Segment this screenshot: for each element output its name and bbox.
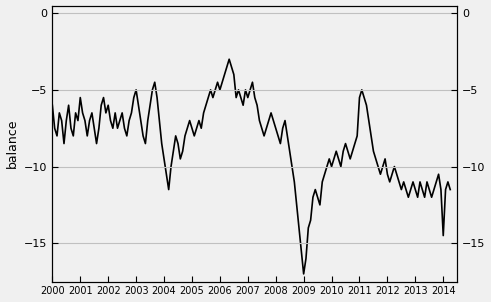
Y-axis label: balance: balance — [5, 119, 19, 168]
